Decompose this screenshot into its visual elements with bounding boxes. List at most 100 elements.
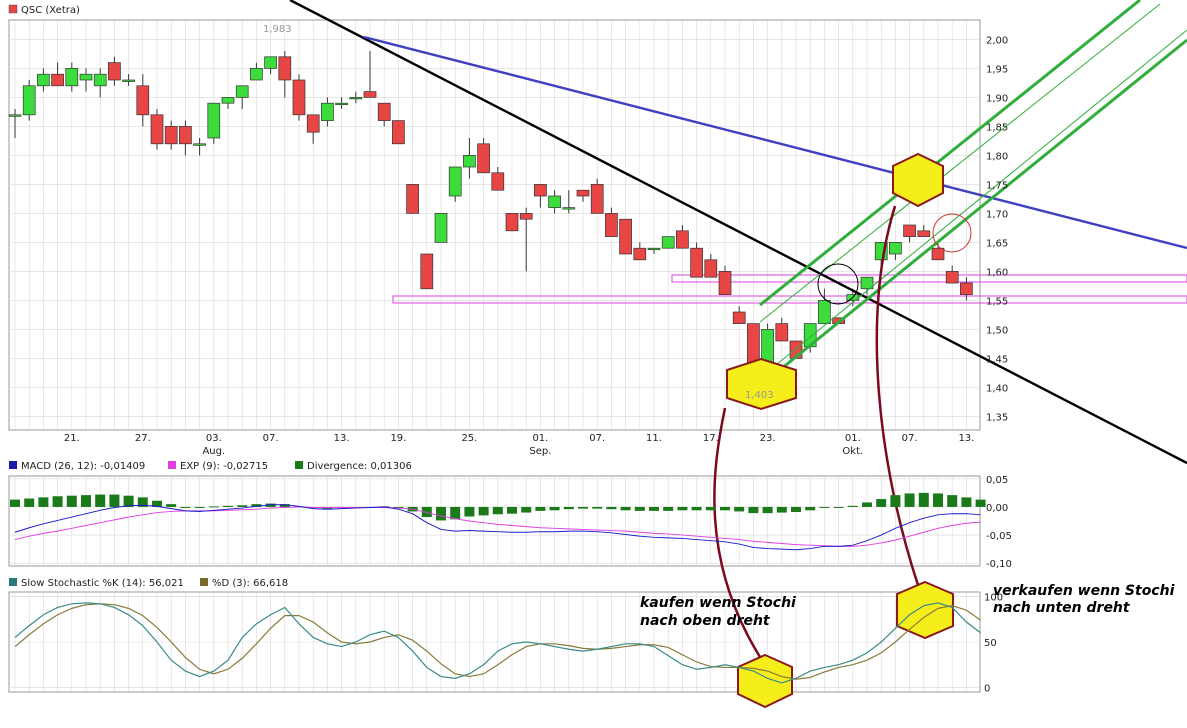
candle (321, 97, 334, 127)
candle-body-down (179, 126, 192, 145)
date-axis-tick-label: 11. (646, 433, 662, 444)
divergence-bar (66, 495, 77, 507)
date-axis-tick-label: 01. (532, 433, 548, 444)
divergence-bar (137, 497, 148, 507)
divergence-bar (833, 506, 844, 508)
candle-body-up (193, 143, 206, 146)
candle-body-down (406, 184, 419, 214)
stoch-k-legend-swatch (9, 578, 17, 586)
divergence-bar (10, 499, 20, 507)
candle-body-up (562, 207, 576, 210)
candle-body-down (619, 218, 632, 255)
candle-body-down (108, 62, 121, 81)
candle-body-down (718, 271, 732, 295)
month-axis-label: Sep. (529, 446, 551, 457)
exp-legend-swatch (168, 461, 176, 469)
candle (477, 138, 490, 174)
stoch-d-legend-swatch (200, 578, 208, 586)
price-axis-tick-label: 2,00 (986, 35, 1008, 46)
stoch-d-legend-label: %D (3): 66,618 (212, 578, 288, 589)
divergence-bar (265, 503, 276, 507)
candle (79, 68, 93, 92)
divergence-bar (237, 505, 248, 507)
candle (448, 166, 462, 202)
uptrend-channel-lower (759, 38, 1187, 388)
divergence-bar (180, 506, 191, 508)
price-axis-tick-label: 1,45 (986, 354, 1008, 365)
candle (619, 218, 632, 255)
divergence-bar (208, 506, 219, 508)
candle (278, 51, 292, 98)
macd-signal-line (14, 506, 981, 547)
candle-body-up (349, 97, 363, 100)
divergence-bar (507, 506, 517, 514)
macd-grid (9, 477, 980, 565)
candle (164, 120, 178, 150)
macd-divergence-bars (10, 492, 986, 521)
divergence-bar (393, 506, 404, 509)
price-axis-tick-label: 1,40 (986, 383, 1008, 394)
divergence-bar (805, 506, 816, 511)
candle (590, 178, 604, 214)
date-axis-tick-label: 07. (902, 433, 918, 444)
price-axis-tick-label: 1,60 (986, 267, 1008, 278)
price-axis-tick-label: 1,95 (986, 64, 1008, 75)
candle (903, 224, 916, 243)
candle (306, 114, 320, 144)
candle (633, 242, 647, 261)
divergence-bar (223, 505, 233, 507)
divergence-bar (776, 506, 787, 513)
divergence-bar (975, 499, 986, 507)
price-axis-tick-label: 1,65 (986, 238, 1008, 249)
candle-body-down (590, 184, 604, 214)
candle-body-up (93, 73, 107, 87)
divergence-bar (166, 504, 177, 507)
divergence-bar (436, 506, 446, 521)
candle-body-up (207, 102, 221, 139)
candle (122, 74, 135, 86)
divergence-bar (492, 506, 503, 515)
candle (207, 102, 221, 144)
price-axis-tick-label: 1,35 (986, 412, 1008, 423)
macd-axis-tick-label: -0,05 (986, 531, 1012, 542)
divergence-bar (890, 495, 901, 507)
candle (392, 120, 405, 145)
candle-body-up (221, 97, 235, 104)
exp-legend-label: EXP (9): -0,02715 (180, 461, 268, 472)
candle (519, 207, 533, 272)
candle (704, 254, 718, 278)
candle-body-down (278, 56, 292, 81)
candle (775, 317, 789, 342)
candle-body-down (150, 114, 164, 145)
candle (718, 265, 732, 295)
macd-legend-label: MACD (26, 12): -0,01409 (21, 461, 145, 472)
candle-body-down (690, 247, 703, 278)
candle (818, 288, 831, 324)
candle-body-down (51, 73, 64, 87)
candle-body-up (235, 85, 249, 98)
price-chart-title: QSC (Xetra) (21, 5, 80, 16)
candle-body-up (65, 68, 79, 87)
candle-body-down (534, 184, 547, 197)
candle (889, 242, 902, 260)
divergence-legend-swatch (295, 461, 303, 469)
candle-body-up (647, 247, 661, 251)
date-axis-tick-label: 19. (390, 433, 406, 444)
candle-body-down (392, 120, 405, 145)
divergence-bar (563, 506, 574, 510)
candle (235, 85, 249, 109)
candle (647, 247, 661, 254)
date-axis-tick-label: 25. (461, 433, 477, 444)
stoch-k-line (14, 602, 981, 684)
stoch-axis-tick-label: 50 (984, 638, 997, 649)
divergence-bar (521, 506, 532, 513)
price-grid (9, 21, 980, 429)
candle (108, 56, 121, 86)
divergence-bar (918, 492, 929, 507)
divergence-bar (52, 496, 63, 507)
candle (363, 51, 377, 98)
macd-axis-tick-label: 0,05 (986, 475, 1008, 486)
divergence-bar (663, 506, 674, 511)
month-axis-label: Aug. (202, 446, 225, 457)
divergence-bar (748, 506, 759, 514)
